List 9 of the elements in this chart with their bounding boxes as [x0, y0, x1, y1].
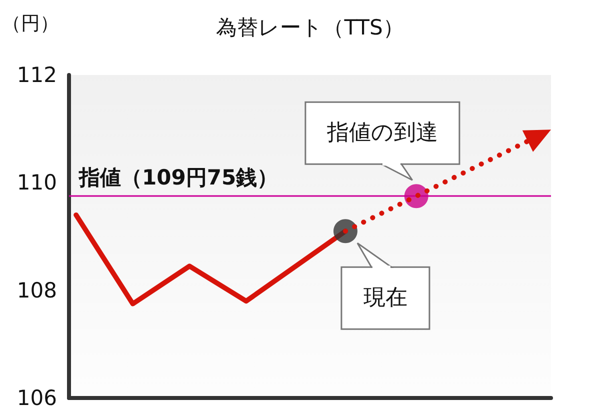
y-tick-label: 106 [16, 386, 57, 410]
chart-title: 為替レート（TTS） [216, 16, 404, 40]
y-tick-label: 112 [16, 63, 57, 87]
y-tick-label: 110 [16, 170, 57, 195]
annotation: 指値の到達 [326, 120, 438, 146]
ref-line-label: 指値（109円75銭） [78, 166, 278, 190]
y-axis-title: （円） [2, 12, 59, 34]
annotation: 現在 [363, 286, 408, 311]
y-tick-label: 108 [16, 278, 57, 302]
